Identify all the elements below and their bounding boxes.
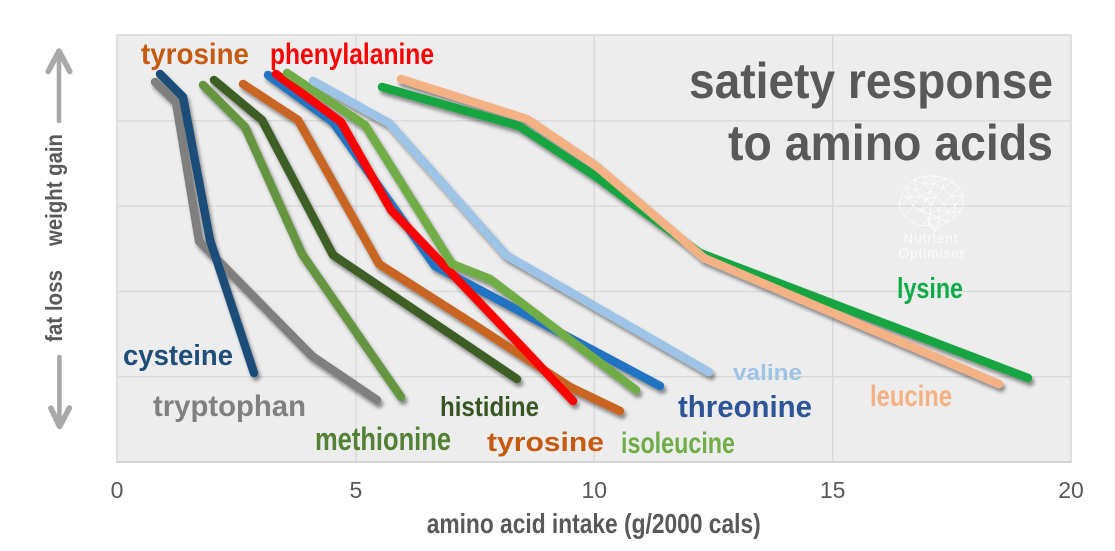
svg-text:5: 5 bbox=[350, 477, 363, 503]
svg-text:phenylalanine: phenylalanine bbox=[270, 38, 434, 71]
svg-text:valine: valine bbox=[733, 360, 802, 385]
svg-text:tyrosine: tyrosine bbox=[487, 427, 604, 457]
svg-text:isoleucine: isoleucine bbox=[621, 427, 735, 460]
svg-text:methionine: methionine bbox=[315, 421, 451, 457]
svg-text:amino acid intake (g/2000 cals: amino acid intake (g/2000 cals) bbox=[427, 508, 761, 539]
svg-text:threonine: threonine bbox=[678, 389, 812, 424]
svg-text:fat loss: fat loss bbox=[41, 270, 67, 342]
svg-text:weight gain: weight gain bbox=[41, 134, 67, 247]
svg-text:0: 0 bbox=[111, 477, 124, 503]
svg-text:leucine: leucine bbox=[870, 380, 952, 413]
svg-text:tyrosine: tyrosine bbox=[141, 38, 249, 71]
svg-text:Optimiser: Optimiser bbox=[899, 246, 966, 261]
svg-text:15: 15 bbox=[820, 477, 846, 503]
svg-text:satiety response: satiety response bbox=[689, 53, 1053, 109]
svg-text:Nutrient: Nutrient bbox=[903, 231, 958, 246]
svg-text:cysteine: cysteine bbox=[123, 340, 233, 372]
svg-text:histidine: histidine bbox=[440, 391, 539, 422]
svg-text:tryptophan: tryptophan bbox=[153, 390, 306, 423]
svg-text:to amino acids: to amino acids bbox=[728, 115, 1053, 171]
svg-text:20: 20 bbox=[1058, 477, 1084, 503]
svg-text:lysine: lysine bbox=[897, 273, 963, 305]
svg-text:10: 10 bbox=[582, 477, 608, 503]
